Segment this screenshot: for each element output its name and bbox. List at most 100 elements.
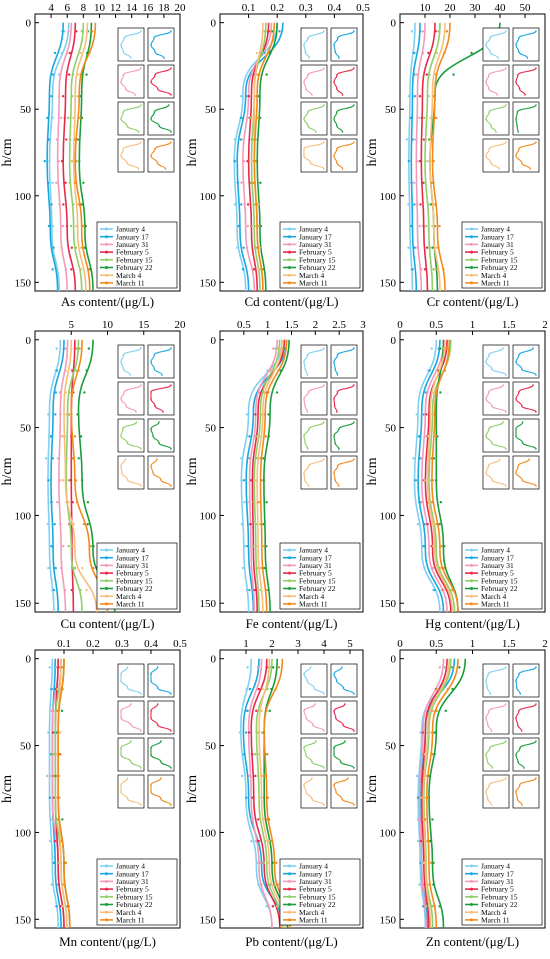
data-point (418, 883, 421, 886)
data-point (444, 709, 448, 713)
data-point (431, 544, 435, 548)
data-point (433, 522, 436, 526)
inset-frame (330, 381, 358, 416)
legend-marker (470, 887, 473, 891)
data-point (86, 501, 90, 504)
data-point (60, 51, 63, 55)
inset-point (303, 747, 305, 749)
data-point (249, 457, 252, 460)
data-point (262, 818, 266, 821)
inset-3 (512, 700, 540, 735)
inset-point (486, 687, 489, 689)
x-tick-label: 20 (175, 2, 187, 14)
inset-point (486, 798, 489, 800)
x-tick-label: 3 (295, 638, 301, 650)
inset-4 (300, 101, 328, 136)
legend-marker (288, 258, 291, 262)
inset-point (487, 673, 490, 675)
inset-point (126, 442, 129, 444)
legend-label: January 31 (116, 561, 149, 570)
inset-point (303, 673, 305, 675)
inset-point (323, 693, 325, 695)
inset-point (505, 104, 507, 106)
legend-frame (279, 542, 361, 610)
inset-point (333, 361, 335, 363)
data-point (77, 369, 80, 372)
inset-point (126, 666, 129, 668)
data-point (55, 138, 59, 141)
legend-label: February 15 (116, 576, 153, 585)
data-point (409, 116, 413, 120)
data-point (413, 95, 416, 98)
legend-marker (105, 281, 108, 285)
inset-point (505, 777, 507, 779)
data-point (277, 666, 281, 669)
data-point (276, 347, 279, 350)
data-point (254, 413, 257, 416)
inset-point (333, 435, 335, 437)
data-point (255, 687, 259, 691)
data-point (50, 687, 53, 691)
y-axis-label: h/cm (0, 775, 15, 803)
inset-point (333, 784, 335, 786)
y-axis-label: h/cm (365, 138, 380, 166)
inset-point (353, 767, 355, 769)
data-point (82, 181, 85, 184)
inset-point (520, 162, 523, 164)
inset-point (158, 442, 160, 444)
inset-frame (117, 418, 145, 453)
data-point (423, 753, 426, 756)
inset-point (303, 479, 306, 481)
data-point (271, 861, 274, 865)
data-point (267, 588, 270, 592)
inset-point (170, 67, 172, 69)
legend-marker (105, 872, 108, 876)
inset-point (535, 141, 537, 143)
inset-1 (147, 27, 175, 62)
data-point (67, 391, 71, 394)
inset-point (505, 411, 507, 413)
series-line (420, 22, 436, 291)
inset-point (535, 67, 537, 69)
data-point (418, 159, 422, 163)
inset-frame (512, 737, 540, 772)
inset-4 (300, 418, 328, 453)
inset-point (489, 51, 491, 53)
y-tick-label: 150 (15, 277, 32, 289)
inset-point (306, 448, 309, 450)
data-point (431, 731, 434, 734)
x-axis-label: Cr content/(μg/L) (427, 294, 519, 309)
inset-point (313, 687, 315, 689)
data-point (262, 457, 265, 460)
legend-marker (288, 594, 291, 598)
data-point (253, 203, 256, 206)
inset-point (304, 442, 306, 444)
series-line (72, 22, 89, 291)
data-point (418, 224, 421, 228)
x-tick-label: 2 (269, 638, 275, 650)
inset-4 (117, 101, 145, 136)
legend-label: March 11 (481, 600, 510, 609)
data-point (255, 522, 258, 526)
series-line (63, 339, 98, 612)
inset-point (505, 703, 507, 705)
inset-point (342, 687, 345, 689)
inset-point (120, 81, 122, 83)
data-point (260, 479, 263, 482)
data-point (74, 369, 78, 372)
data-point (260, 413, 263, 416)
data-point (423, 268, 427, 271)
data-point (46, 522, 49, 526)
y-tick-label: 100 (200, 191, 217, 203)
data-point (433, 588, 436, 592)
data-point (416, 796, 420, 799)
inset-point (120, 784, 122, 786)
data-point (71, 501, 74, 504)
data-point (240, 522, 243, 526)
inset-point (524, 94, 526, 96)
data-point (428, 839, 432, 843)
inset-2 (300, 64, 328, 99)
inset-1 (512, 663, 540, 698)
